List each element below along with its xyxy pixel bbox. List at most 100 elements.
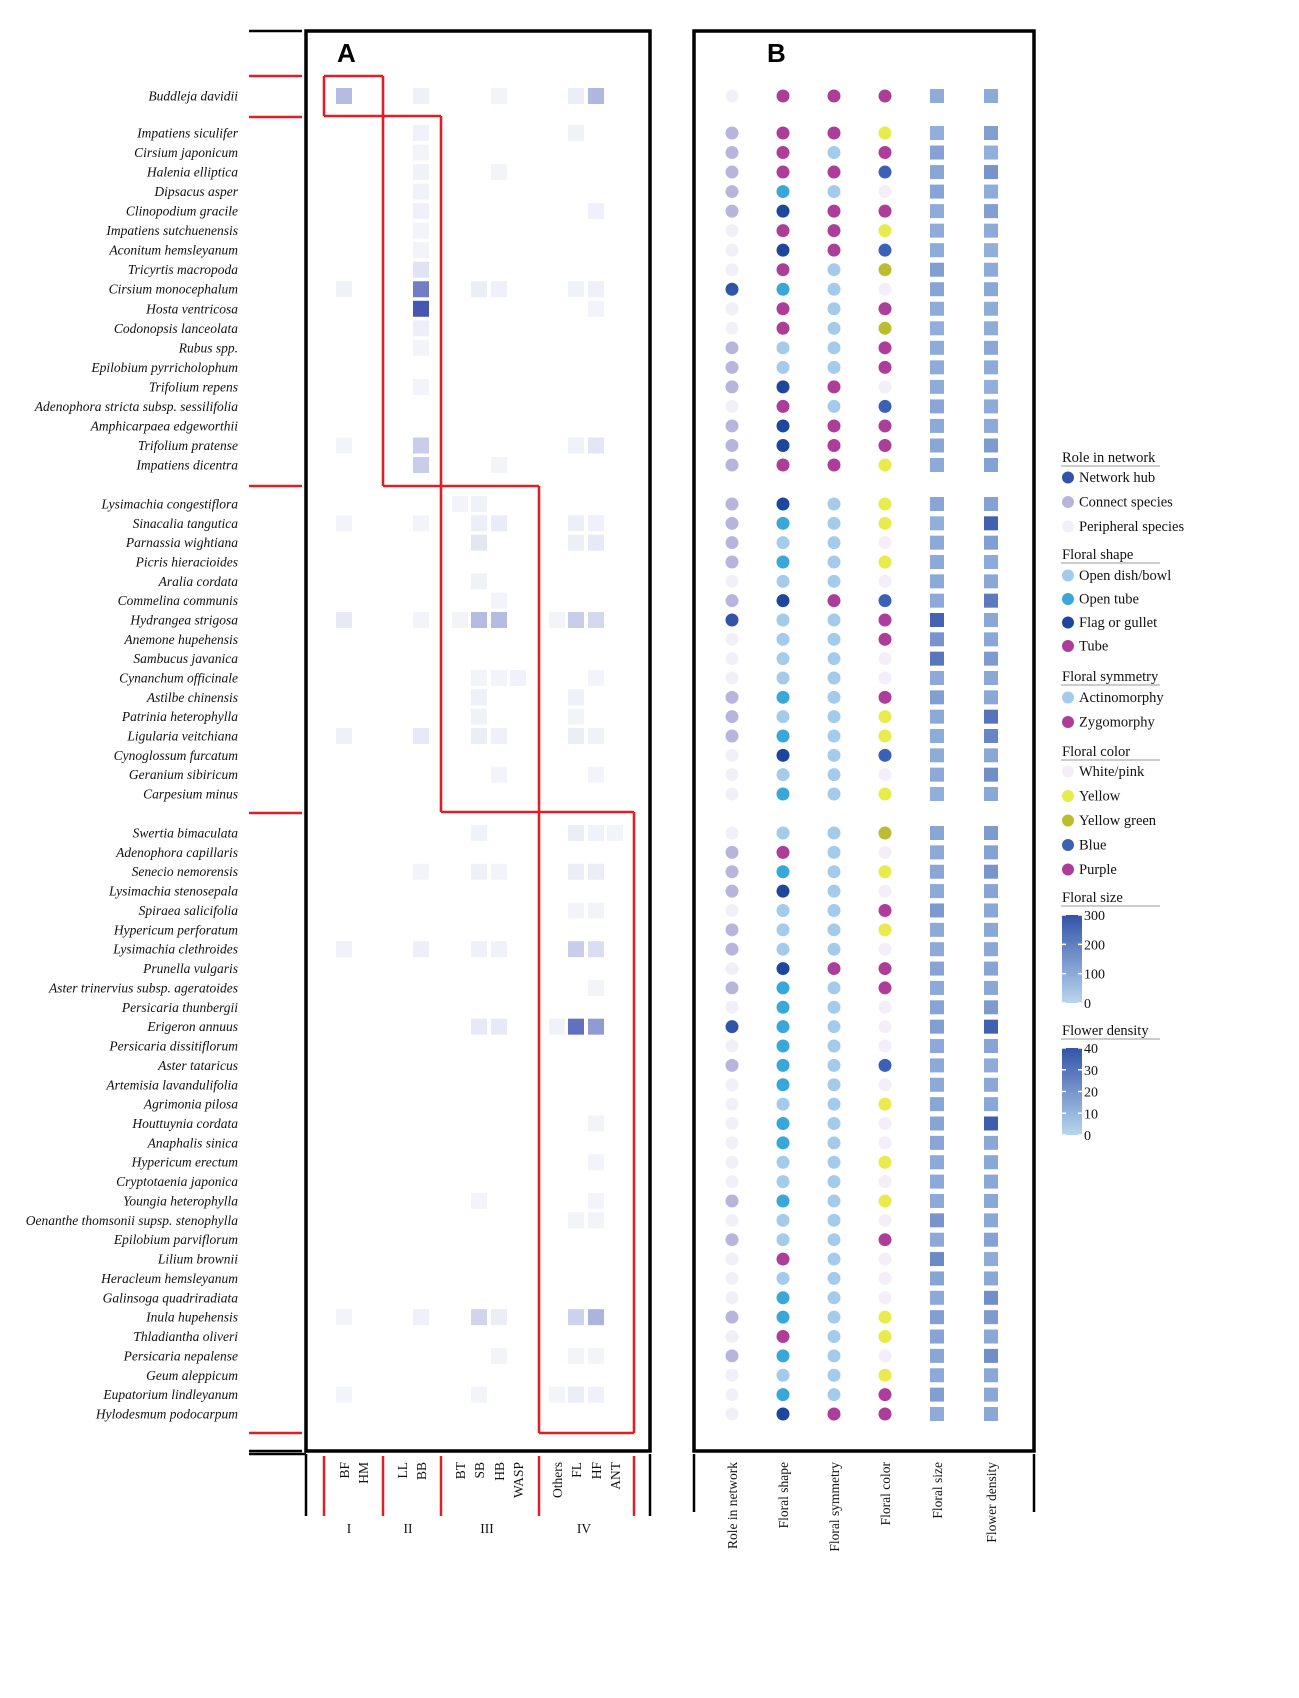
density-square: [984, 1252, 998, 1267]
symmetry-dot: [827, 458, 841, 472]
heat-cell: [588, 902, 604, 919]
species-label-hylodesmum-podocarpum: Hylodesmum podocarpum: [95, 1407, 238, 1422]
role-dot: [725, 1136, 739, 1150]
color-dot: [878, 555, 892, 569]
legend-color-yellow-label: Yellow: [1079, 789, 1121, 805]
shape-dot: [776, 594, 790, 608]
trait-markers: [725, 89, 998, 1421]
role-dot: [725, 321, 739, 335]
heat-cell: [413, 612, 429, 628]
color-dot: [878, 1097, 892, 1111]
color-dot: [878, 748, 892, 762]
heat-cell: [471, 496, 487, 512]
col-label-hm: HM: [356, 1462, 371, 1484]
heat-cell: [549, 612, 565, 628]
shape-dot: [776, 126, 790, 140]
heat-cell: [588, 300, 604, 317]
legend: Role in network Network hub Connect specie…: [1061, 450, 1184, 1144]
density-square: [984, 1310, 998, 1325]
legend-size-tick-label: 300: [1084, 909, 1105, 924]
density-square: [984, 145, 998, 160]
heat-cell: [588, 281, 604, 298]
size-square: [930, 671, 944, 685]
color-dot: [878, 923, 892, 937]
density-square: [984, 1368, 998, 1383]
shape-dot: [776, 282, 790, 296]
size-square: [930, 1232, 944, 1247]
symmetry-dot: [827, 1291, 841, 1305]
color-dot: [878, 243, 892, 257]
shape-dot: [776, 204, 790, 218]
trait-col-label-floral-size: Floral size: [930, 1462, 945, 1519]
legend-density-tick-label: 40: [1084, 1042, 1098, 1057]
size-square: [930, 980, 944, 995]
color-dot: [878, 126, 892, 140]
symmetry-dot: [827, 438, 841, 452]
heat-cell: [471, 863, 487, 880]
size-square: [930, 1271, 944, 1286]
species-label-houttuynia-cordata: Houttuynia cordata: [131, 1116, 238, 1131]
heat-cell: [471, 1309, 487, 1326]
shape-dot: [776, 302, 790, 316]
density-square: [984, 1135, 998, 1150]
symmetry-dot: [827, 594, 841, 608]
symmetry-dot: [827, 1194, 841, 1208]
color-dot: [878, 1136, 892, 1150]
panel-b-label: B: [767, 38, 786, 68]
heat-cell: [491, 164, 507, 181]
species-label-picris-hieracioides: Picris hieracioides: [135, 555, 238, 570]
symmetry-dot: [827, 671, 841, 685]
heat-cell: [588, 203, 604, 220]
role-dot: [725, 1407, 739, 1421]
density-square: [984, 1019, 998, 1034]
color-dot: [878, 574, 892, 588]
color-dot: [878, 419, 892, 433]
heat-cell: [413, 281, 429, 298]
symmetry-dot: [827, 632, 841, 646]
size-square: [930, 126, 944, 140]
density-square: [984, 1155, 998, 1170]
size-square: [930, 1310, 944, 1325]
shape-dot: [776, 419, 790, 433]
heat-cell: [336, 88, 352, 104]
shape-dot: [776, 671, 790, 685]
role-dot: [725, 1039, 739, 1053]
density-square: [984, 613, 998, 627]
symmetry-dot: [827, 1039, 841, 1053]
species-label-erigeron-annuus: Erigeron annuus: [146, 1019, 238, 1034]
heat-cell: [491, 941, 507, 958]
legend-role-c-swatch: [1062, 496, 1074, 508]
heat-cell: [471, 728, 487, 744]
species-label-aster-tataricus: Aster tataricus: [157, 1058, 238, 1073]
size-square: [930, 204, 944, 219]
symmetry-dot: [827, 1407, 841, 1421]
symmetry-dot: [827, 845, 841, 859]
density-square: [984, 1193, 998, 1208]
shape-dot: [776, 826, 790, 840]
species-label-aconitum-hemsleyanum: Aconitum hemsleyanum: [108, 243, 238, 258]
symmetry-dot: [827, 536, 841, 550]
legend-color-white-label: White/pink: [1079, 764, 1145, 780]
col-label-wasp: WASP: [511, 1462, 526, 1498]
role-dot: [725, 1000, 739, 1014]
density-square: [984, 1348, 998, 1363]
size-square: [930, 282, 944, 297]
shape-dot: [776, 748, 790, 762]
heat-cell: [568, 437, 584, 454]
role-dot: [725, 165, 739, 179]
density-square: [984, 535, 998, 550]
heat-cell: [471, 573, 487, 590]
panel-a-label: A: [337, 38, 356, 68]
heat-cell: [413, 320, 429, 337]
color-dot: [878, 710, 892, 724]
heat-cell: [510, 670, 526, 686]
species-label-codonopsis-lanceolata: Codonopsis lanceolata: [114, 321, 238, 336]
legend-size-tick-label: 200: [1084, 938, 1105, 953]
role-dot: [725, 768, 739, 782]
heat-cell: [413, 164, 429, 181]
shape-dot: [776, 516, 790, 530]
heat-cell: [471, 1386, 487, 1403]
shape-dot: [776, 243, 790, 257]
color-dot: [878, 826, 892, 840]
density-square: [984, 884, 998, 899]
